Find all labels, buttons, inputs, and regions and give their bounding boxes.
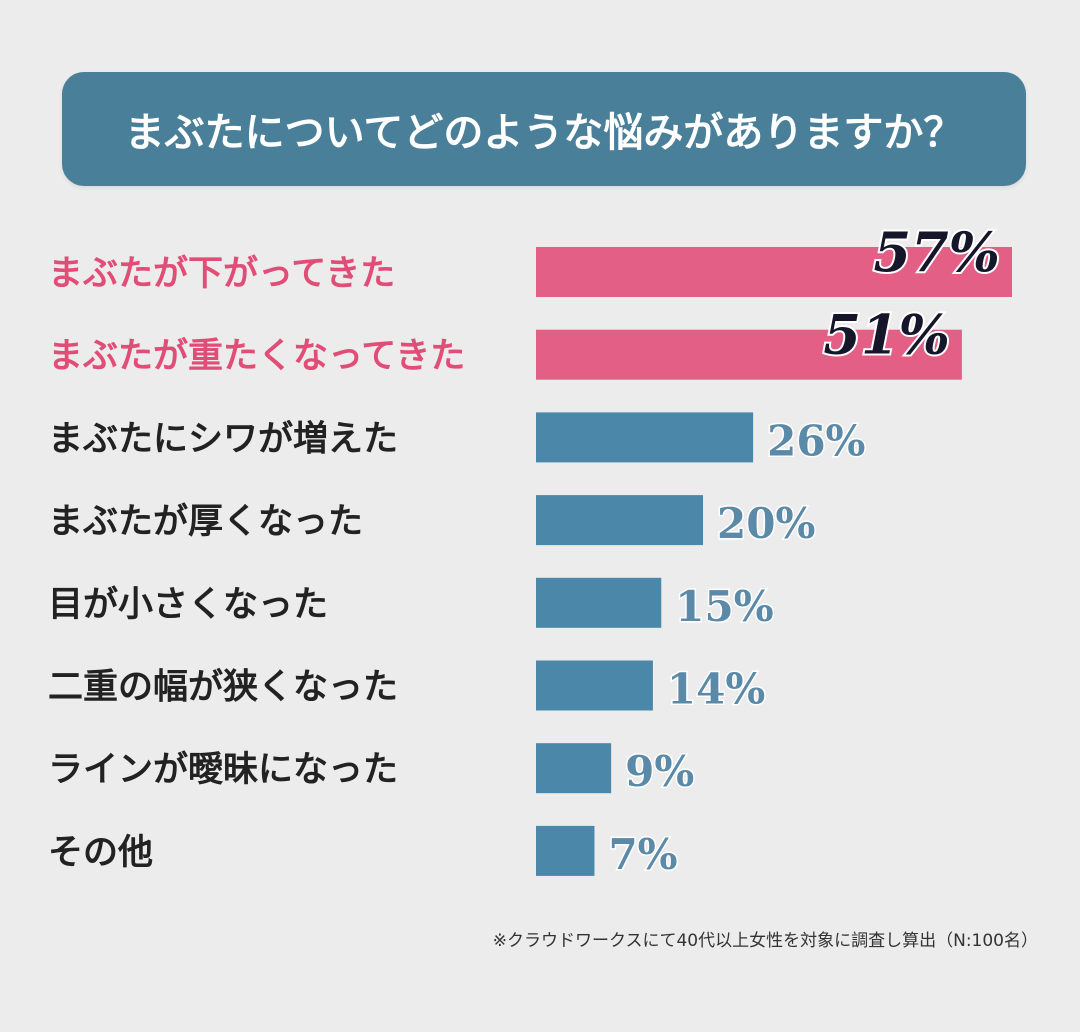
value-label-3: 20% [717,499,815,548]
category-label-5: 二重の幅が狭くなった [48,668,398,708]
category-label-7: その他 [48,833,153,873]
value-label-0: 57% [874,220,1000,284]
bar-6 [536,743,612,794]
bar-5 [536,660,653,711]
bar-2 [536,412,754,463]
value-label-6: 9% [625,747,694,796]
bar-0 [536,247,1012,297]
category-label-2: まぶたにシワが増えた [48,419,398,459]
bar-3 [536,495,704,546]
footnote: ※クラウドワークスにて40代以上女性を対象に調査し算出（N:100名） [492,931,1038,951]
bar-7 [536,825,595,876]
category-label-3: まぶたが厚くなった [48,502,363,542]
value-label-2: 26% [767,416,865,465]
value-label-7: 7% [608,830,677,879]
title-banner: まぶたについてどのような悩みがありますか？ [62,72,1026,186]
value-label-4: 15% [675,582,773,631]
value-label-5: 14% [667,665,765,714]
category-label-1: まぶたが重たくなってきた [48,337,465,377]
bar-1 [536,329,962,380]
chart-title: まぶたについてどのような悩みがありますか？ [124,110,964,156]
category-label-4: 目が小さくなった [48,585,328,625]
value-label-1: 51% [823,303,949,367]
category-label-6: ラインが曖昧になった [48,750,398,790]
bar-4 [536,577,662,628]
category-label-0: まぶたが下がってきた [48,254,395,294]
